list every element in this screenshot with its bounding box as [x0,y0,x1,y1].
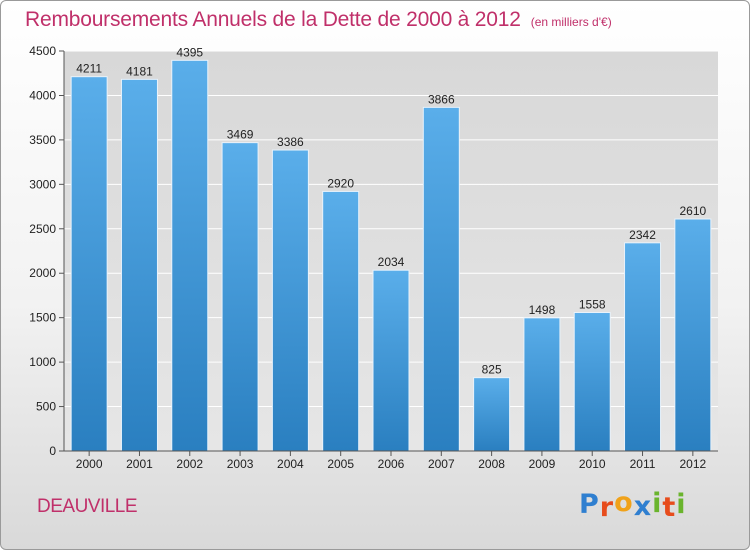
bar [523,317,561,452]
commune-name: DEAUVILLE [37,496,138,517]
data-label: 1498 [529,303,556,317]
y-tick-label: 1500 [29,311,56,325]
bar [674,218,712,452]
logo-letter: P [579,489,600,520]
logo-letter: r [599,492,615,523]
x-tick-label: 2008 [478,457,505,471]
y-tick-label: 2500 [29,222,56,236]
data-label: 2920 [327,176,354,190]
y-tick-label: 500 [36,400,56,414]
bar [372,269,410,452]
x-tick-label: 2007 [428,457,455,471]
data-label: 3866 [428,92,455,106]
bar [70,76,108,452]
x-tick-label: 2004 [277,457,304,471]
y-tick-label: 3000 [29,177,56,191]
x-tick-label: 2006 [378,457,405,471]
data-label: 3469 [227,128,254,142]
data-label: 2034 [378,255,405,269]
data-label: 825 [482,363,502,377]
bar [573,312,611,452]
bar [221,142,259,452]
x-tick-label: 2005 [327,457,354,471]
x-tick-label: 2001 [126,457,153,471]
x-tick-label: 2012 [679,457,706,471]
bar [120,78,158,452]
y-tick-label: 1000 [29,355,56,369]
data-label: 4211 [76,62,102,76]
proxiti-logo: Proxiti [579,487,687,523]
bar [624,242,662,452]
logo-letter: i [652,488,663,519]
y-tick-label: 4500 [29,44,56,58]
bar [473,377,511,452]
y-tick-label: 2000 [29,266,56,280]
logo-letter: t [662,492,677,523]
bar [271,149,309,452]
bar [422,106,460,452]
y-tick-label: 0 [49,444,56,458]
x-tick-label: 2009 [529,457,556,471]
chart-title: Remboursements Annuels de la Dette de 20… [25,8,612,32]
x-tick-label: 2011 [630,457,656,471]
bar [322,190,360,452]
chart-unit: (en milliers d'€) [530,15,612,29]
data-label: 1558 [579,298,606,312]
data-label: 4181 [126,64,153,78]
y-tick-label: 4000 [29,88,56,102]
data-label: 2342 [629,228,656,242]
y-tick-label: 3500 [29,133,56,147]
bar [171,59,209,452]
data-label: 3386 [277,135,304,149]
data-label: 4395 [176,45,203,59]
logo-letter: i [676,489,687,520]
data-label: 2610 [679,204,706,218]
x-tick-label: 2003 [227,457,254,471]
x-tick-label: 2000 [76,457,103,471]
chart-title-text: Remboursements Annuels de la Dette de 20… [25,8,521,31]
x-tick-label: 2010 [579,457,606,471]
logo-letter: x [633,491,653,522]
logo-letter: o [614,487,634,518]
x-tick-label: 2002 [176,457,203,471]
